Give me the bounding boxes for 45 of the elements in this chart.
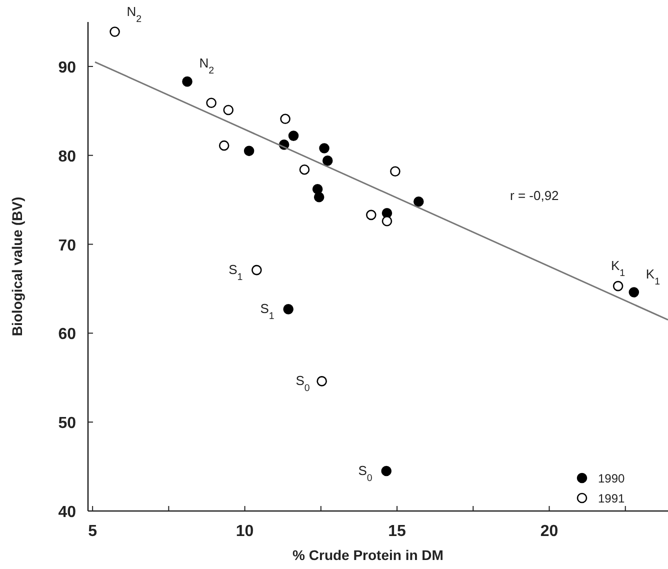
point xyxy=(381,466,392,476)
annotation: N$_{2}$ xyxy=(199,56,214,76)
point xyxy=(319,143,330,154)
point xyxy=(223,104,234,116)
y-tick-label: 80 xyxy=(58,148,76,166)
point xyxy=(280,114,290,124)
y-tick-label: 40 xyxy=(58,504,76,521)
point xyxy=(182,76,192,87)
point xyxy=(612,280,624,292)
point xyxy=(110,26,120,37)
legend-label: 1991 xyxy=(598,492,626,506)
y-tick-label: 70 xyxy=(58,237,76,254)
point xyxy=(316,376,327,386)
annotation: S$_{1}$ xyxy=(228,262,243,283)
point xyxy=(218,140,230,151)
annotation: S$_{0}$ xyxy=(358,462,373,484)
point xyxy=(206,98,216,108)
annotation: K$_{1}$ xyxy=(611,258,626,279)
point xyxy=(283,304,294,314)
annotation: S$_{1}$ xyxy=(260,301,274,322)
annotation: N$_{2}$ xyxy=(126,4,142,24)
y-axis-title: Biological value (BV) xyxy=(9,196,25,336)
x-tick-label: 15 xyxy=(388,523,406,540)
annotation: S$_{0}$ xyxy=(296,373,310,394)
y-tick-label: 50 xyxy=(58,415,76,432)
point xyxy=(322,156,333,166)
point xyxy=(382,216,392,226)
point xyxy=(413,196,424,207)
point xyxy=(314,192,324,202)
point xyxy=(299,164,310,175)
x-tick-label: 5 xyxy=(88,523,98,540)
annotation: K$_{1}$ xyxy=(646,266,660,287)
point xyxy=(288,130,299,141)
x-tick-label: 20 xyxy=(540,523,558,540)
y-tick-label: 60 xyxy=(58,326,76,344)
point xyxy=(366,210,376,220)
point xyxy=(390,166,400,177)
point xyxy=(628,287,640,298)
x-axis-title: % Crude Protein in DM xyxy=(292,547,444,563)
annotation: r = -0,92 xyxy=(510,188,559,203)
legend-label: 1990 xyxy=(598,472,626,486)
point xyxy=(244,146,254,156)
point xyxy=(252,264,262,276)
x-tick-label: 10 xyxy=(236,523,254,540)
y-tick-label: 90 xyxy=(58,59,76,76)
